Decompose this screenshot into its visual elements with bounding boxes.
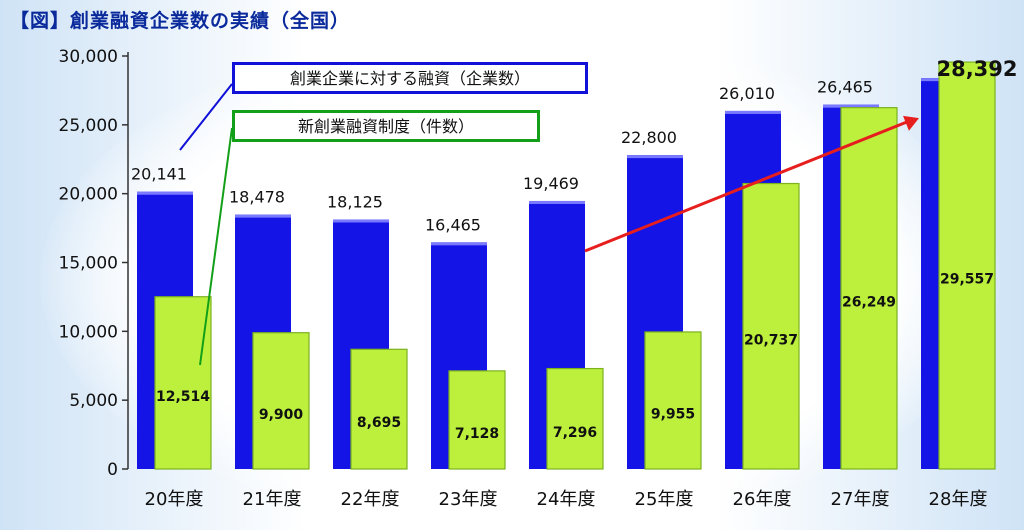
legend-leader-new-startup-loans [199, 127, 233, 366]
bar-company-loans-highlight [431, 242, 487, 246]
data-label-new-startup-loans: 8,695 [357, 415, 401, 431]
bar-company-loans-highlight [725, 110, 781, 114]
x-category-label: 27年度 [831, 489, 890, 510]
data-label-company-loans: 16,465 [425, 215, 481, 234]
y-tick-label: 20,000 [59, 185, 118, 205]
bar-new-startup-loans [742, 182, 800, 470]
data-label-new-startup-loans: 7,296 [553, 425, 597, 441]
legend-item-new-startup-loans: 新創業融資制度（件数） [232, 110, 540, 142]
x-category-label: 24年度 [537, 489, 596, 510]
data-label-company-loans: 18,478 [229, 188, 285, 207]
bar-new-startup-loans [350, 348, 408, 470]
y-tick-label: 10,000 [59, 322, 118, 342]
data-label-company-loans: 18,125 [327, 192, 383, 211]
data-label-company-loans: 26,465 [817, 78, 873, 97]
bar-new-startup-loans [938, 61, 996, 470]
data-label-new-startup-loans: 9,900 [259, 407, 304, 423]
y-tick-label: 0 [107, 460, 118, 480]
bar-company-loans-highlight [235, 214, 291, 218]
data-label-company-loans: 28,392 [936, 57, 1017, 81]
y-tick-label: 25,000 [59, 116, 118, 136]
bar-company-loans-highlight [823, 104, 879, 108]
bar-new-startup-loans [546, 367, 604, 470]
y-tick-label: 30,000 [59, 47, 118, 67]
data-label-company-loans: 22,800 [621, 128, 677, 147]
chart-title: 【図】創業融資企業数の実績（全国） [10, 10, 351, 32]
bar-company-loans-highlight [627, 155, 683, 159]
bar-company-loans-highlight [529, 200, 585, 204]
data-label-company-loans: 20,141 [131, 165, 187, 184]
data-label-new-startup-loans: 9,955 [651, 406, 695, 422]
x-category-label: 21年度 [243, 489, 302, 510]
data-label-new-startup-loans: 29,557 [940, 272, 994, 288]
x-category-label: 25年度 [635, 489, 694, 510]
trend-arrow-head [903, 115, 919, 131]
x-category-label: 20年度 [145, 489, 204, 510]
bar-company-loans-highlight [333, 219, 389, 223]
data-label-new-startup-loans: 7,128 [455, 426, 499, 442]
y-tick-label: 5,000 [69, 391, 118, 411]
bar-new-startup-loans [840, 107, 898, 470]
legend-item-company-loans: 創業企業に対する融資（企業数） [232, 62, 588, 94]
y-tick-label: 15,000 [59, 254, 118, 274]
x-category-label: 28年度 [929, 489, 988, 510]
bar-new-startup-loans [154, 296, 212, 470]
bar-new-startup-loans [644, 331, 702, 470]
data-label-new-startup-loans: 12,514 [156, 389, 210, 405]
legend-leader-company-loans [179, 83, 233, 151]
data-label-company-loans: 26,010 [719, 84, 775, 103]
x-category-label: 26年度 [733, 489, 792, 510]
bar-new-startup-loans [252, 332, 310, 470]
trend-arrow-line [584, 119, 910, 253]
x-category-label: 23年度 [439, 489, 498, 510]
data-label-new-startup-loans: 20,737 [744, 332, 798, 348]
bar-new-startup-loans [448, 370, 506, 470]
bar-company-loans-highlight [137, 191, 193, 195]
x-category-label: 22年度 [341, 489, 400, 510]
data-label-company-loans: 19,469 [523, 174, 579, 193]
data-label-new-startup-loans: 26,249 [842, 294, 896, 310]
